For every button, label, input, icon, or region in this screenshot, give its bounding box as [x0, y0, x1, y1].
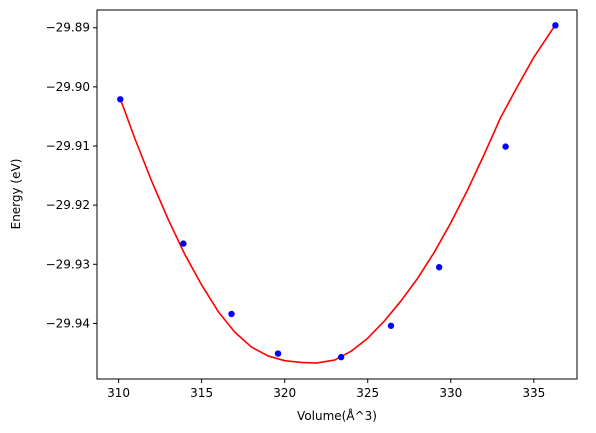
- x-tick-label: 335: [522, 386, 545, 400]
- y-tick-label: −29.93: [46, 257, 90, 271]
- data-point: [387, 322, 395, 329]
- plot-frame: [96, 9, 578, 380]
- data-point: [117, 96, 124, 103]
- x-axis: 310 315 320 325 330 335: [107, 379, 545, 400]
- x-tick-label: 330: [439, 386, 462, 400]
- data-point: [552, 22, 559, 29]
- fit-curve-layer: [119, 24, 557, 364]
- x-axis-label: Volume(Å^3): [297, 408, 377, 423]
- y-tick-label: −29.91: [46, 139, 90, 153]
- data-point: [435, 264, 443, 271]
- plot-background: [97, 10, 577, 379]
- y-tick-label: −29.90: [46, 80, 90, 94]
- data-point: [337, 353, 345, 361]
- data-point: [502, 143, 509, 150]
- y-axis-label: Energy (eV): [9, 159, 23, 230]
- y-axis: −29.94 −29.93 −29.92 −29.91 −29.90 −29.89: [46, 21, 97, 330]
- data-points-layer: [117, 22, 559, 361]
- x-tick-label: 320: [273, 386, 296, 400]
- fit-curve: [119, 24, 557, 364]
- x-tick-label: 310: [107, 386, 130, 400]
- data-point: [274, 350, 282, 357]
- x-tick-label: 325: [356, 386, 379, 400]
- data-point: [180, 240, 187, 247]
- y-tick-label: −29.89: [46, 21, 90, 35]
- data-point: [228, 310, 235, 318]
- y-tick-label: −29.92: [46, 198, 90, 212]
- y-tick-label: −29.94: [46, 316, 90, 330]
- x-tick-label: 315: [190, 386, 213, 400]
